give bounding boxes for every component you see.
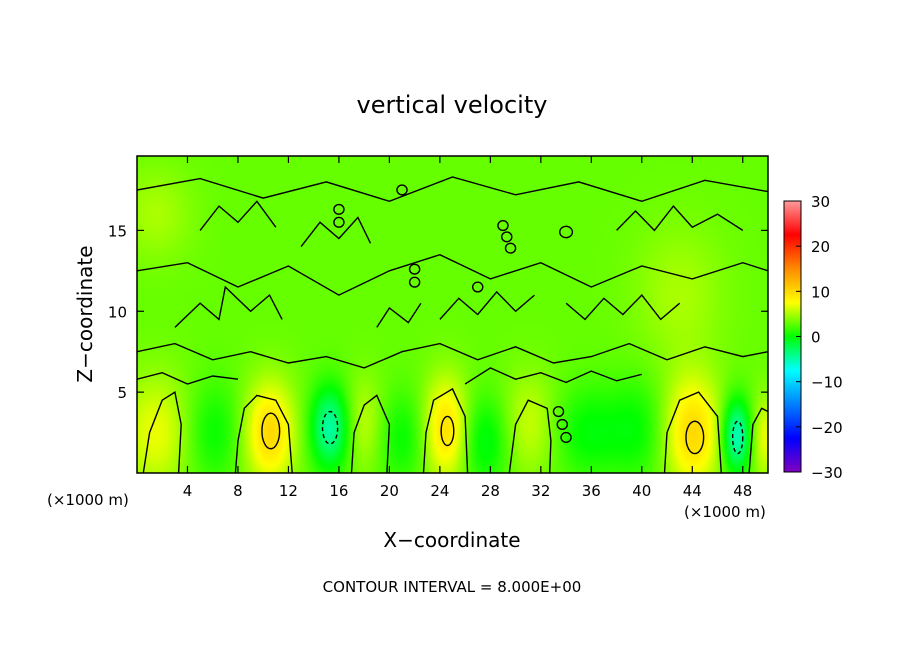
x-tick-label: 36: [582, 482, 601, 500]
closed-contour: [504, 242, 517, 254]
colorbar-tick-label: 0: [811, 329, 821, 347]
x-axis-ticks: 4 8 12 16 20 24 28 32 36 40 44 48: [183, 156, 752, 500]
contour-line: [464, 367, 642, 385]
x-tick-label: 40: [632, 482, 651, 500]
contour-line: [137, 253, 768, 296]
closed-contour: [560, 431, 572, 443]
closed-contour: [333, 216, 345, 228]
x-tick-label: 8: [233, 482, 243, 500]
x-unit-label-left: (×1000 m): [47, 491, 129, 509]
closed-contour: [408, 276, 421, 288]
colorbar-tick-label: 10: [811, 283, 830, 301]
contour-line: [422, 387, 469, 473]
negative-closed-contour: [321, 410, 339, 445]
closed-contour: [408, 263, 421, 275]
contour-line: [439, 290, 535, 320]
y-tick-label: 10: [108, 303, 127, 321]
closed-contour: [501, 231, 513, 243]
closed-contour: [333, 203, 345, 215]
contour-line: [663, 391, 722, 473]
x-unit-label-right: (×1000 m): [684, 503, 766, 521]
x-axis-label: X−coordinate: [383, 528, 520, 552]
y-tick-label: 5: [117, 384, 127, 402]
negative-closed-contour: [731, 420, 744, 455]
contour-interval-note: CONTOUR INTERVAL = 8.000E+00: [323, 578, 582, 596]
contour-line: [350, 394, 391, 473]
contour-line: [137, 371, 239, 385]
x-tick-label: 32: [531, 482, 550, 500]
contour-line: [174, 285, 283, 328]
closed-contour: [552, 405, 565, 418]
colorbar-tick-label: −30: [811, 464, 843, 482]
x-tick-label: 4: [183, 482, 193, 500]
closed-contour: [559, 225, 574, 239]
colorbar-tick-label: 20: [811, 238, 830, 256]
closed-contour: [471, 281, 484, 293]
contour-line: [300, 216, 372, 248]
y-axis-label: Z−coordinate: [73, 245, 97, 382]
contour-line: [137, 176, 768, 203]
y-tick-label: 15: [108, 222, 127, 240]
colorbar-ticks: 30 20 10 0 −10 −20 −30: [796, 193, 843, 482]
contour-line: [616, 205, 744, 232]
contour-layer: [137, 176, 768, 473]
closed-contour: [440, 415, 455, 447]
contour-line: [748, 407, 768, 473]
colorbar-tick-label: −10: [811, 374, 843, 392]
closed-contour: [396, 184, 408, 196]
contour-line: [565, 294, 681, 321]
plot-frame: [136, 155, 769, 474]
closed-contour: [685, 420, 705, 455]
x-tick-label: 48: [733, 482, 752, 500]
contour-line: [137, 342, 768, 369]
closed-contour: [261, 412, 281, 450]
heatmap-field: [137, 156, 768, 473]
y-axis-ticks: 5 10 15: [108, 222, 768, 402]
closed-contour: [497, 219, 509, 232]
x-tick-label: 16: [329, 482, 348, 500]
colorbar-tick-label: −20: [811, 419, 843, 437]
closed-contour: [556, 418, 569, 431]
x-tick-label: 44: [683, 482, 702, 500]
contour-line: [234, 394, 293, 473]
contour-line: [199, 200, 277, 231]
colorbar-tick-label: 30: [811, 193, 830, 211]
x-tick-label: 20: [380, 482, 399, 500]
contour-line: [142, 390, 182, 473]
x-tick-label: 28: [481, 482, 500, 500]
x-tick-label: 12: [279, 482, 298, 500]
contour-line: [376, 302, 422, 328]
chart-title: vertical velocity: [357, 91, 548, 119]
colorbar: 30 20 10 0 −10 −20 −30: [783, 193, 843, 482]
x-tick-label: 24: [430, 482, 449, 500]
contour-line: [508, 399, 552, 473]
